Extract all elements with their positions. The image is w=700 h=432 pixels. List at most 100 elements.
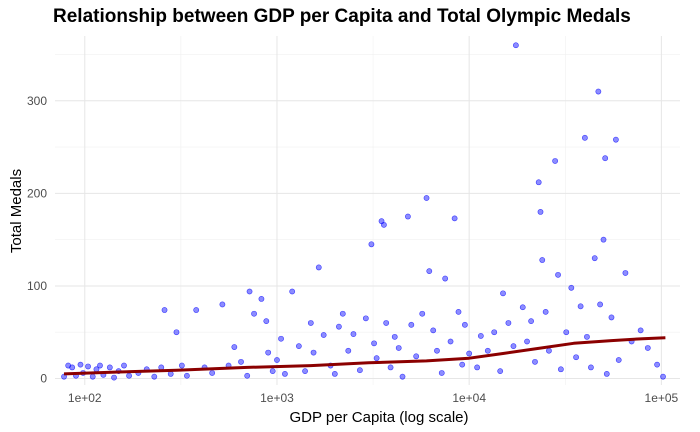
data-point: [573, 354, 579, 361]
data-point: [111, 374, 117, 381]
y-axis-title: Total Medals: [8, 169, 25, 253]
data-point: [373, 355, 380, 362]
data-point: [336, 323, 342, 330]
data-point: [500, 290, 506, 297]
data-point: [265, 349, 272, 356]
data-point: [151, 373, 158, 380]
data-point: [615, 357, 622, 363]
data-point: [597, 301, 604, 308]
data-point: [295, 343, 302, 350]
data-point: [278, 335, 284, 342]
y-tick-label: 200: [27, 186, 47, 200]
data-point: [588, 364, 594, 371]
data-point: [258, 296, 265, 302]
data-point: [484, 347, 491, 354]
y-tick-label: 300: [27, 94, 47, 108]
data-point: [442, 275, 449, 282]
data-point: [546, 347, 552, 354]
data-point: [69, 364, 76, 371]
data-point: [383, 320, 390, 326]
data-point: [602, 155, 609, 162]
data-point: [391, 333, 398, 340]
data-point: [413, 353, 420, 360]
data-point: [97, 362, 103, 369]
data-point: [269, 368, 276, 375]
data-point: [339, 310, 346, 317]
data-point: [600, 236, 607, 243]
data-point: [350, 331, 357, 337]
data-point: [209, 370, 216, 376]
data-point: [178, 362, 185, 369]
data-point: [542, 308, 549, 315]
data-point: [466, 350, 473, 357]
data-point: [320, 332, 327, 338]
data-point: [447, 338, 454, 345]
data-point: [512, 42, 519, 49]
y-tick-label: 100: [27, 279, 47, 293]
data-point: [274, 357, 280, 363]
data-point: [455, 308, 462, 315]
data-point: [77, 361, 84, 368]
data-point: [126, 372, 132, 379]
data-point: [581, 134, 588, 141]
data-point: [173, 329, 180, 336]
data-point: [491, 329, 498, 336]
data-point: [263, 318, 270, 325]
data-point: [622, 270, 629, 276]
data-point: [528, 318, 535, 325]
data-point: [307, 320, 314, 326]
data-point: [184, 372, 190, 379]
grid: [55, 36, 680, 385]
data-point: [368, 241, 375, 248]
data-point: [637, 327, 644, 334]
data-point: [380, 221, 387, 228]
data-point: [362, 315, 369, 322]
data-point: [219, 301, 226, 308]
data-point: [121, 362, 127, 369]
data-point: [282, 370, 288, 377]
data-point: [557, 366, 564, 373]
data-point: [167, 370, 174, 377]
data-point: [345, 347, 352, 354]
data-point: [477, 333, 484, 339]
data-point: [654, 361, 660, 368]
data-point: [505, 320, 512, 326]
data-point: [161, 307, 168, 313]
y-tick-label: 0: [40, 372, 47, 386]
data-point: [532, 358, 538, 365]
data-point: [106, 364, 113, 371]
x-tick-label: 1e+04: [452, 391, 486, 405]
data-point: [613, 136, 619, 143]
data-point: [568, 284, 575, 291]
data-point: [289, 288, 296, 295]
data-point: [405, 213, 411, 220]
data-point: [459, 361, 466, 368]
data-point: [246, 288, 253, 295]
data-point: [395, 345, 402, 351]
x-tick-label: 1e+02: [68, 391, 102, 405]
data-point: [423, 195, 430, 201]
data-points: [61, 42, 666, 381]
data-point: [537, 208, 544, 215]
trend-line-group: [63, 336, 666, 376]
data-point: [644, 345, 651, 351]
data-point: [231, 344, 238, 350]
data-point: [310, 349, 317, 356]
data-point: [524, 338, 530, 345]
data-point: [193, 307, 200, 313]
data-point: [399, 373, 406, 380]
data-point: [461, 321, 468, 328]
data-point: [535, 179, 542, 186]
data-point: [474, 364, 481, 371]
data-point: [603, 370, 610, 377]
data-point: [577, 303, 584, 310]
data-point: [244, 372, 251, 379]
data-point: [555, 271, 561, 278]
data-point: [563, 329, 570, 336]
x-axis-title: GDP per Capita (log scale): [290, 409, 469, 426]
data-point: [438, 370, 445, 376]
data-point: [660, 373, 666, 380]
data-point: [408, 321, 415, 328]
data-point: [519, 304, 526, 311]
data-point: [434, 347, 440, 354]
